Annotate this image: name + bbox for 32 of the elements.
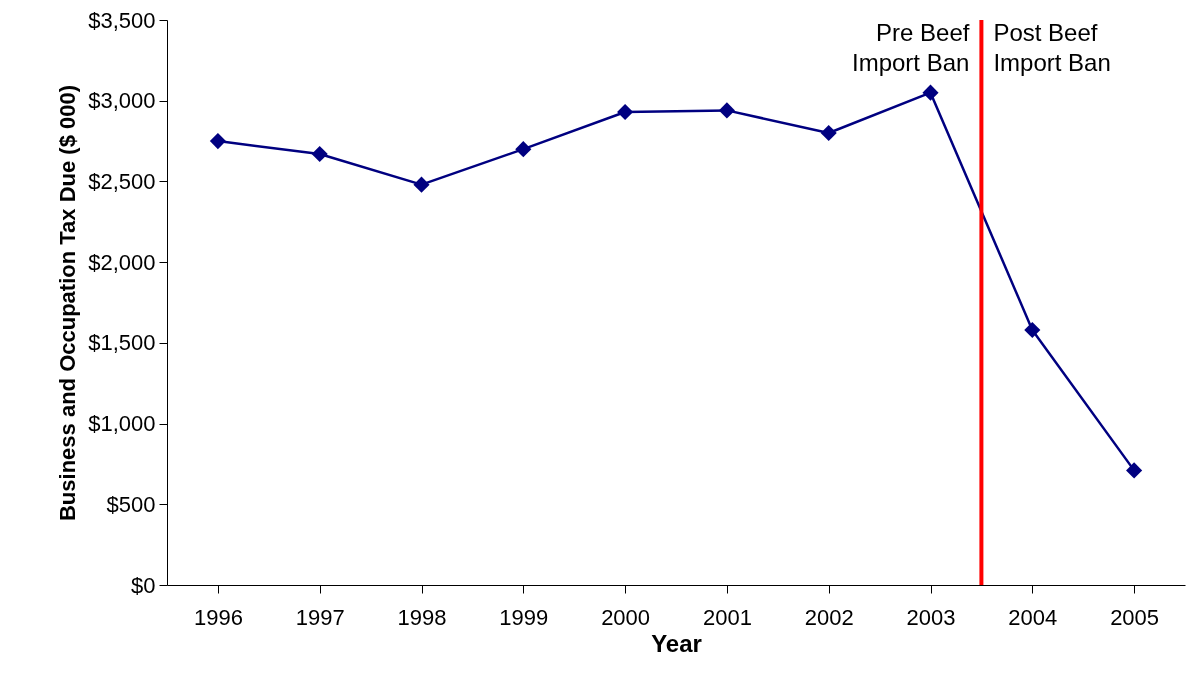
x-tick-label: 2000 (601, 604, 651, 630)
point (515, 141, 532, 158)
point (311, 145, 328, 163)
y-tick-label: $2,000 (88, 249, 156, 275)
point (1126, 462, 1143, 479)
annotation: Pre Beef Import Ban (852, 19, 970, 76)
x-tick-label: 2002 (804, 604, 854, 630)
y-tick-label: $1,000 (88, 411, 156, 437)
y-tick-label: $500 (106, 491, 156, 517)
x-axis-title: Year (651, 629, 702, 657)
point (617, 103, 634, 121)
point (209, 133, 226, 150)
x-tick-label: 1996 (193, 604, 243, 630)
point (413, 176, 430, 193)
x-tick-label: 2001 (702, 604, 752, 630)
point (820, 124, 837, 142)
x-tick-label: 1998 (397, 604, 447, 630)
y-tick-label: $0 (131, 572, 156, 598)
annotation: Post Beef Import Ban (993, 19, 1111, 76)
x-tick-label: 2004 (1008, 604, 1058, 630)
x-tick-label: 1999 (499, 604, 549, 630)
x-tick-label: 2005 (1110, 604, 1160, 630)
x-tick-label: 1997 (295, 604, 345, 630)
y-axis-title: Business and Occupation Tax Due ($ 000) (55, 84, 81, 522)
y-tick-label: $3,500 (88, 7, 156, 33)
y-tick-label: $2,500 (88, 168, 156, 194)
x-tick-label: 2003 (906, 604, 956, 630)
point (718, 102, 735, 119)
y-tick-label: $1,500 (88, 330, 156, 356)
point (1024, 321, 1041, 338)
y-tick-label: $3,000 (88, 88, 156, 114)
point (922, 84, 939, 101)
